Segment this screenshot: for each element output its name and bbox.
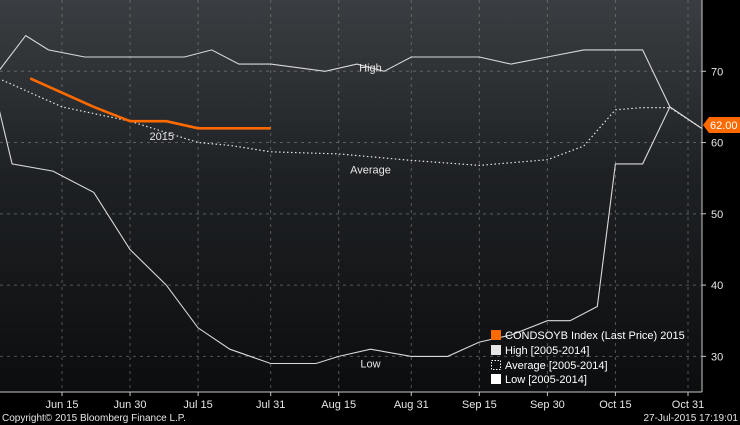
y-tick-label: 40 <box>711 280 723 292</box>
series-line-high <box>0 34 702 129</box>
legend-swatch-low <box>491 374 501 384</box>
x-tick-label: Jun 15 <box>45 399 78 411</box>
legend-label-low: Low [2005-2014] <box>505 374 587 386</box>
last-price-tag-value: 62.00 <box>710 120 738 132</box>
legend: CONDSOYB Index (Last Price) 2015 High [2… <box>491 330 685 386</box>
last-price-tag: 62.00 <box>703 117 740 133</box>
series-label-2015: 2015 <box>150 131 174 143</box>
legend-label-2015: CONDSOYB Index (Last Price) 2015 <box>505 330 685 342</box>
series-line-average <box>0 78 702 167</box>
y-tick-label: 30 <box>711 351 723 363</box>
x-tick-label: Aug 31 <box>394 399 429 411</box>
series-labels: High Average Low 2015 <box>150 63 391 371</box>
x-tick-label: Oct 31 <box>672 399 704 411</box>
legend-swatch-2015 <box>491 330 501 340</box>
grid <box>0 0 702 392</box>
y-tick-label: 60 <box>711 138 723 150</box>
x-tick-label: Sep 30 <box>530 399 565 411</box>
x-tick-label: Aug 15 <box>321 399 356 411</box>
series-line-low <box>0 106 702 365</box>
x-tick-label: Oct 15 <box>599 399 631 411</box>
series-line-2015 <box>29 77 271 130</box>
legend-label-average: Average [2005-2014] <box>505 360 608 372</box>
x-tick-label: Jul 15 <box>183 399 212 411</box>
series-label-average: Average <box>350 165 391 177</box>
timestamp-text: 27-Jul-2015 17:19:01 <box>643 413 738 424</box>
y-tick-label: 70 <box>711 66 723 78</box>
series-lines <box>0 34 702 365</box>
x-tick-label: Jun 30 <box>114 399 147 411</box>
axes: Jun 15 Jun 30 Jul 15 Jul 31 Aug 15 Aug 31 Sep … <box>0 0 723 411</box>
x-tick-label: Jul 31 <box>256 399 285 411</box>
y-tick-label: 50 <box>711 209 723 221</box>
copyright-text: Copyright© 2015 Bloomberg Finance L.P. <box>2 413 186 424</box>
x-tick-label: Sep 15 <box>462 399 497 411</box>
last-price-tag-shape <box>703 117 740 133</box>
legend-swatch-high <box>491 345 501 355</box>
legend-swatch-average <box>491 360 501 370</box>
legend-label-high: High [2005-2014] <box>505 345 589 357</box>
series-label-high: High <box>359 63 382 75</box>
series-label-low: Low <box>360 358 380 370</box>
